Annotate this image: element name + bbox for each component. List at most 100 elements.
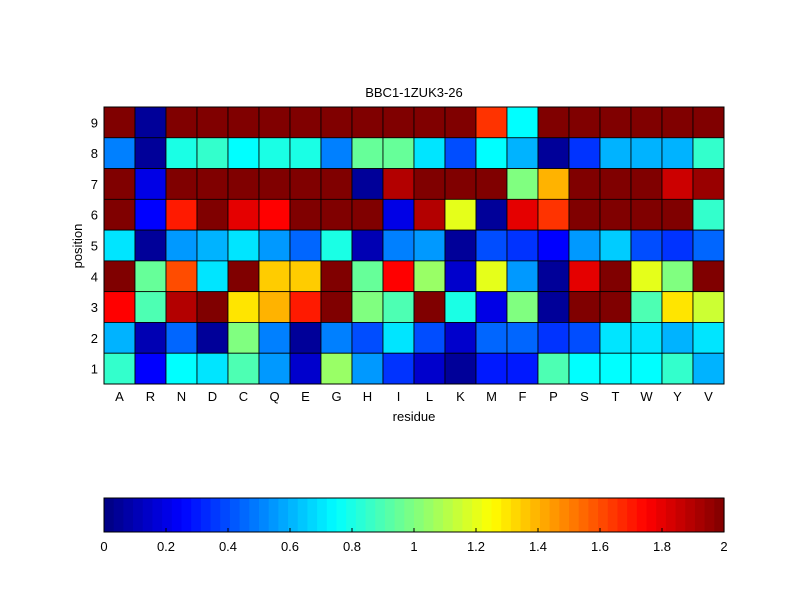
heatmap-cell-3-I — [382, 291, 415, 323]
colorbar-swatch — [675, 498, 686, 532]
heatmap-cell-5-C — [227, 229, 260, 262]
heatmap-cell-6-P — [537, 198, 570, 231]
heatmap-cell-9-F — [506, 106, 539, 139]
heatmap-cell-9-G — [320, 106, 353, 139]
heatmap-cell-3-C — [227, 291, 260, 323]
heatmap-cell-1-A — [103, 352, 136, 385]
x-tick-label: D — [208, 389, 217, 404]
heatmap-cell-5-G — [320, 229, 353, 262]
colorbar-swatch — [142, 498, 154, 532]
heatmap-cell-7-D — [196, 168, 229, 200]
x-tick-label: P — [549, 389, 558, 404]
heatmap-cell-5-Y — [661, 229, 694, 262]
heatmap-cell-7-H — [351, 168, 384, 200]
heatmap-cell-8-A — [103, 137, 136, 169]
heatmap-cell-1-G — [320, 352, 353, 385]
heatmap-cell-8-M — [475, 137, 508, 169]
heatmap-cell-6-C — [227, 198, 260, 231]
heatmap-cell-3-R — [134, 291, 167, 323]
y-tick-label: 7 — [91, 177, 98, 192]
heatmap-cell-5-R — [134, 229, 167, 262]
heatmap-cells — [103, 106, 725, 385]
colorbar-swatch — [481, 498, 493, 532]
colorbar-swatch — [317, 498, 328, 532]
colorbar-tick-label: 1.2 — [467, 539, 485, 554]
heatmap-cell-1-C — [227, 352, 260, 385]
colorbar-tick-label: 1.6 — [591, 539, 609, 554]
heatmap-cell-9-Y — [661, 106, 694, 139]
heatmap-cell-7-K — [444, 168, 477, 200]
heatmap-cell-8-Y — [661, 137, 694, 169]
heatmap-cell-4-T — [599, 260, 632, 293]
colorbar-swatch — [133, 498, 144, 532]
y-tick-label: 4 — [91, 269, 98, 284]
heatmap-cell-4-K — [444, 260, 477, 293]
heatmap-cell-5-P — [537, 229, 570, 262]
heatmap-cell-4-M — [475, 260, 508, 293]
colorbar-swatch — [704, 498, 715, 532]
colorbar-swatch — [113, 498, 124, 532]
heatmap-cell-4-A — [103, 260, 136, 293]
heatmap-cell-1-P — [537, 352, 570, 385]
colorbar-swatch — [694, 498, 706, 532]
heatmap-cell-6-Q — [258, 198, 291, 231]
colorbar-swatch — [152, 498, 163, 532]
heatmap-cell-7-M — [475, 168, 508, 200]
heatmap-cell-2-I — [382, 322, 415, 354]
heatmap-cell-2-K — [444, 322, 477, 354]
x-tick-label: H — [363, 389, 372, 404]
heatmap-cell-9-T — [599, 106, 632, 139]
heatmap-cell-3-H — [351, 291, 384, 323]
heatmap-cell-4-Y — [661, 260, 694, 293]
heatmap-cell-7-S — [568, 168, 601, 200]
colorbar-swatch — [229, 498, 241, 532]
heatmap-cell-2-C — [227, 322, 260, 354]
heatmap-cell-8-W — [630, 137, 663, 169]
heatmap-cell-3-N — [165, 291, 198, 323]
heatmap-cell-8-P — [537, 137, 570, 169]
colorbar-swatch — [636, 498, 648, 532]
heatmap-cell-3-G — [320, 291, 353, 323]
colorbar-tick-label: 1.8 — [653, 539, 671, 554]
heatmap-cell-5-S — [568, 229, 601, 262]
heatmap-cell-3-M — [475, 291, 508, 323]
heatmap-cell-9-L — [413, 106, 446, 139]
heatmap-cell-2-W — [630, 322, 663, 354]
heatmap-cell-2-H — [351, 322, 384, 354]
colorbar-swatch — [530, 498, 541, 532]
heatmap-cell-6-I — [382, 198, 415, 231]
colorbar-swatch — [443, 498, 454, 532]
x-tick-label: A — [115, 389, 124, 404]
heatmap-cell-1-E — [289, 352, 322, 385]
heatmap-cell-1-H — [351, 352, 384, 385]
heatmap-cell-5-L — [413, 229, 446, 262]
colorbar-swatch — [288, 498, 299, 532]
heatmap-cell-5-W — [630, 229, 663, 262]
heatmap-cell-1-N — [165, 352, 198, 385]
heatmap-cell-8-E — [289, 137, 322, 169]
y-axis-label: position — [70, 224, 85, 269]
heatmap-cell-1-S — [568, 352, 601, 385]
heatmap-cell-1-K — [444, 352, 477, 385]
heatmap-cell-8-N — [165, 137, 198, 169]
heatmap-cell-5-D — [196, 229, 229, 262]
heatmap-cell-7-T — [599, 168, 632, 200]
colorbar-tick-label: 0.8 — [343, 539, 361, 554]
heatmap-cell-2-D — [196, 322, 229, 354]
heatmap-cell-5-N — [165, 229, 198, 262]
x-tick-label: Y — [673, 389, 682, 404]
x-tick-label: R — [146, 389, 155, 404]
colorbar-swatch — [452, 498, 464, 532]
heatmap-cell-9-W — [630, 106, 663, 139]
colorbar-swatch — [414, 498, 425, 532]
x-tick-label: G — [331, 389, 341, 404]
colorbar-swatch — [607, 498, 619, 532]
heatmap-cell-4-N — [165, 260, 198, 293]
colorbar-swatch — [239, 498, 250, 532]
heatmap-cell-4-Q — [258, 260, 291, 293]
heatmap-cell-4-E — [289, 260, 322, 293]
heatmap-cell-1-V — [692, 352, 725, 385]
heatmap-cell-9-Q — [258, 106, 291, 139]
